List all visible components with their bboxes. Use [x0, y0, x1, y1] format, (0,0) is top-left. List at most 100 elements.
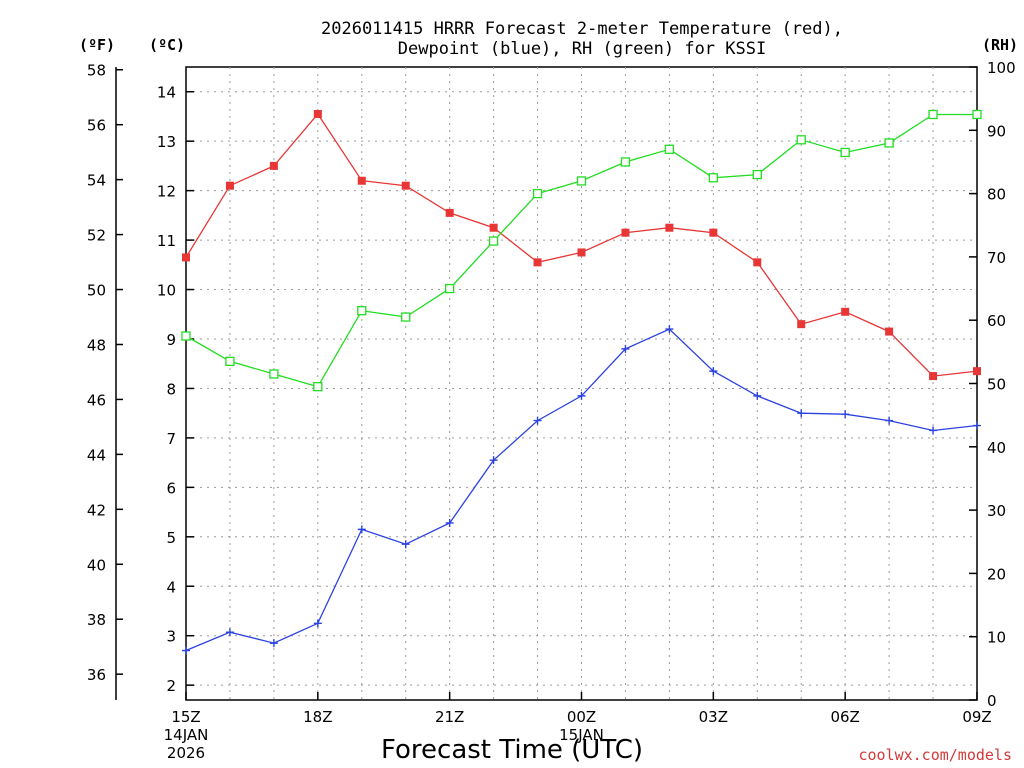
chart-title-line1: 2026011415 HRRR Forecast 2-meter Tempera… [321, 19, 843, 39]
rh-point [357, 306, 367, 316]
fahrenheit-tick-label: 38 [87, 611, 106, 629]
rh-point [313, 382, 323, 392]
rh-tick-label: 80 [987, 186, 1006, 204]
temperature-point [401, 181, 410, 190]
dewpoint-point [797, 409, 806, 418]
temperature-point [929, 372, 938, 381]
temperature-point [621, 228, 630, 237]
temperature-point [885, 327, 894, 336]
temperature-point [841, 307, 850, 316]
x-tick-label: 03Z [699, 708, 728, 726]
celsius-tick-label: 10 [157, 282, 176, 300]
rh-point [181, 331, 191, 341]
x-axis-label: Forecast Time (UTC) [381, 735, 643, 765]
temperature-point [489, 223, 498, 232]
dewpoint-point [269, 639, 278, 648]
temperature-point [445, 208, 454, 217]
dewpoint-point [182, 646, 190, 655]
fahrenheit-tick-label: 54 [87, 172, 106, 190]
rh-tick-label: 0 [987, 692, 997, 710]
fahrenheit-tick-label: 58 [87, 62, 106, 80]
fahrenheit-tick-label: 46 [87, 391, 106, 409]
fahrenheit-tick-label: 48 [87, 336, 106, 354]
temperature-line [185, 112, 978, 377]
fahrenheit-tick-label: 40 [87, 556, 106, 574]
rh-point [620, 157, 631, 167]
dewpoint-point [709, 367, 718, 376]
fahrenheit-tick-label: 50 [87, 282, 106, 300]
axes: 3638404244464850525456582345678910111213… [87, 59, 1016, 762]
x-tick-date-label: 14JAN [164, 726, 209, 744]
rh-point [928, 109, 938, 120]
rh-point [401, 312, 411, 322]
rh-point [796, 135, 806, 145]
rh-tick-label: 100 [987, 59, 1016, 77]
x-tick-label: 09Z [962, 708, 991, 726]
celsius-tick-label: 11 [157, 232, 176, 250]
dewpoint-point [401, 540, 410, 549]
data-series [181, 109, 982, 655]
dewpoint-point [313, 619, 322, 628]
rh-tick-label: 50 [987, 376, 1006, 394]
rh-tick-label: 90 [987, 122, 1006, 140]
rh-point [269, 369, 279, 379]
fahrenheit-tick-label: 56 [87, 117, 106, 135]
rh-point [488, 236, 499, 246]
temperature-point [753, 258, 762, 267]
fahrenheit-tick-label: 52 [87, 227, 106, 245]
celsius-tick-label: 9 [166, 331, 176, 349]
credit-text: coolwx.com/models [858, 746, 1012, 764]
temperature-point [709, 228, 718, 237]
temperature-point [357, 176, 366, 185]
dewpoint-point [225, 628, 234, 637]
temperature-point [533, 258, 542, 267]
rh-tick-label: 30 [987, 502, 1006, 520]
celsius-tick-label: 14 [157, 84, 176, 102]
rh-unit-label: (RH) [982, 36, 1018, 54]
x-tick-label: 18Z [303, 708, 332, 726]
rh-tick-label: 70 [987, 249, 1006, 267]
celsius-tick-label: 12 [157, 183, 176, 201]
dewpoint-point [841, 410, 850, 419]
rh-tick-label: 60 [987, 312, 1006, 330]
fahrenheit-tick-label: 44 [87, 446, 106, 464]
temperature-point [665, 223, 674, 232]
celsius-tick-label: 8 [166, 380, 176, 398]
dewpoint-point [577, 391, 586, 400]
temperature-point [577, 248, 586, 257]
dewpoint-point [357, 525, 366, 534]
dewpoint-line [185, 328, 978, 652]
temperature-point [973, 367, 981, 376]
rh-point [840, 147, 850, 158]
temperature-series [182, 109, 981, 381]
celsius-unit-label: (ºC) [149, 36, 185, 54]
rh-point [708, 173, 718, 183]
rh-point [972, 109, 982, 120]
temperature-point [225, 181, 234, 190]
chart-title-line2: Dewpoint (blue), RH (green) for KSSI [398, 39, 766, 59]
rh-point [532, 188, 543, 199]
rh-point [576, 176, 587, 186]
celsius-tick-label: 2 [166, 677, 176, 695]
x-tick-label: 06Z [830, 708, 859, 726]
celsius-tick-label: 4 [166, 578, 176, 596]
dewpoint-point [885, 416, 894, 425]
dewpoint-point [621, 344, 630, 353]
celsius-tick-label: 5 [166, 529, 176, 547]
temperature-point [797, 320, 806, 329]
x-tick-date-label: 15JAN [559, 726, 604, 744]
x-tick-label: 00Z [567, 708, 596, 726]
dewpoint-point [753, 391, 762, 400]
rh-point [225, 356, 235, 366]
x-tick-label: 15Z [171, 708, 200, 726]
dewpoint-point [929, 426, 938, 435]
rh-series [181, 109, 982, 392]
rh-point [884, 138, 894, 148]
dewpoint-point [665, 325, 674, 334]
rh-tick-label: 40 [987, 439, 1006, 457]
dewpoint-point [445, 518, 454, 527]
rh-point [445, 283, 455, 294]
fahrenheit-tick-label: 42 [87, 501, 106, 519]
